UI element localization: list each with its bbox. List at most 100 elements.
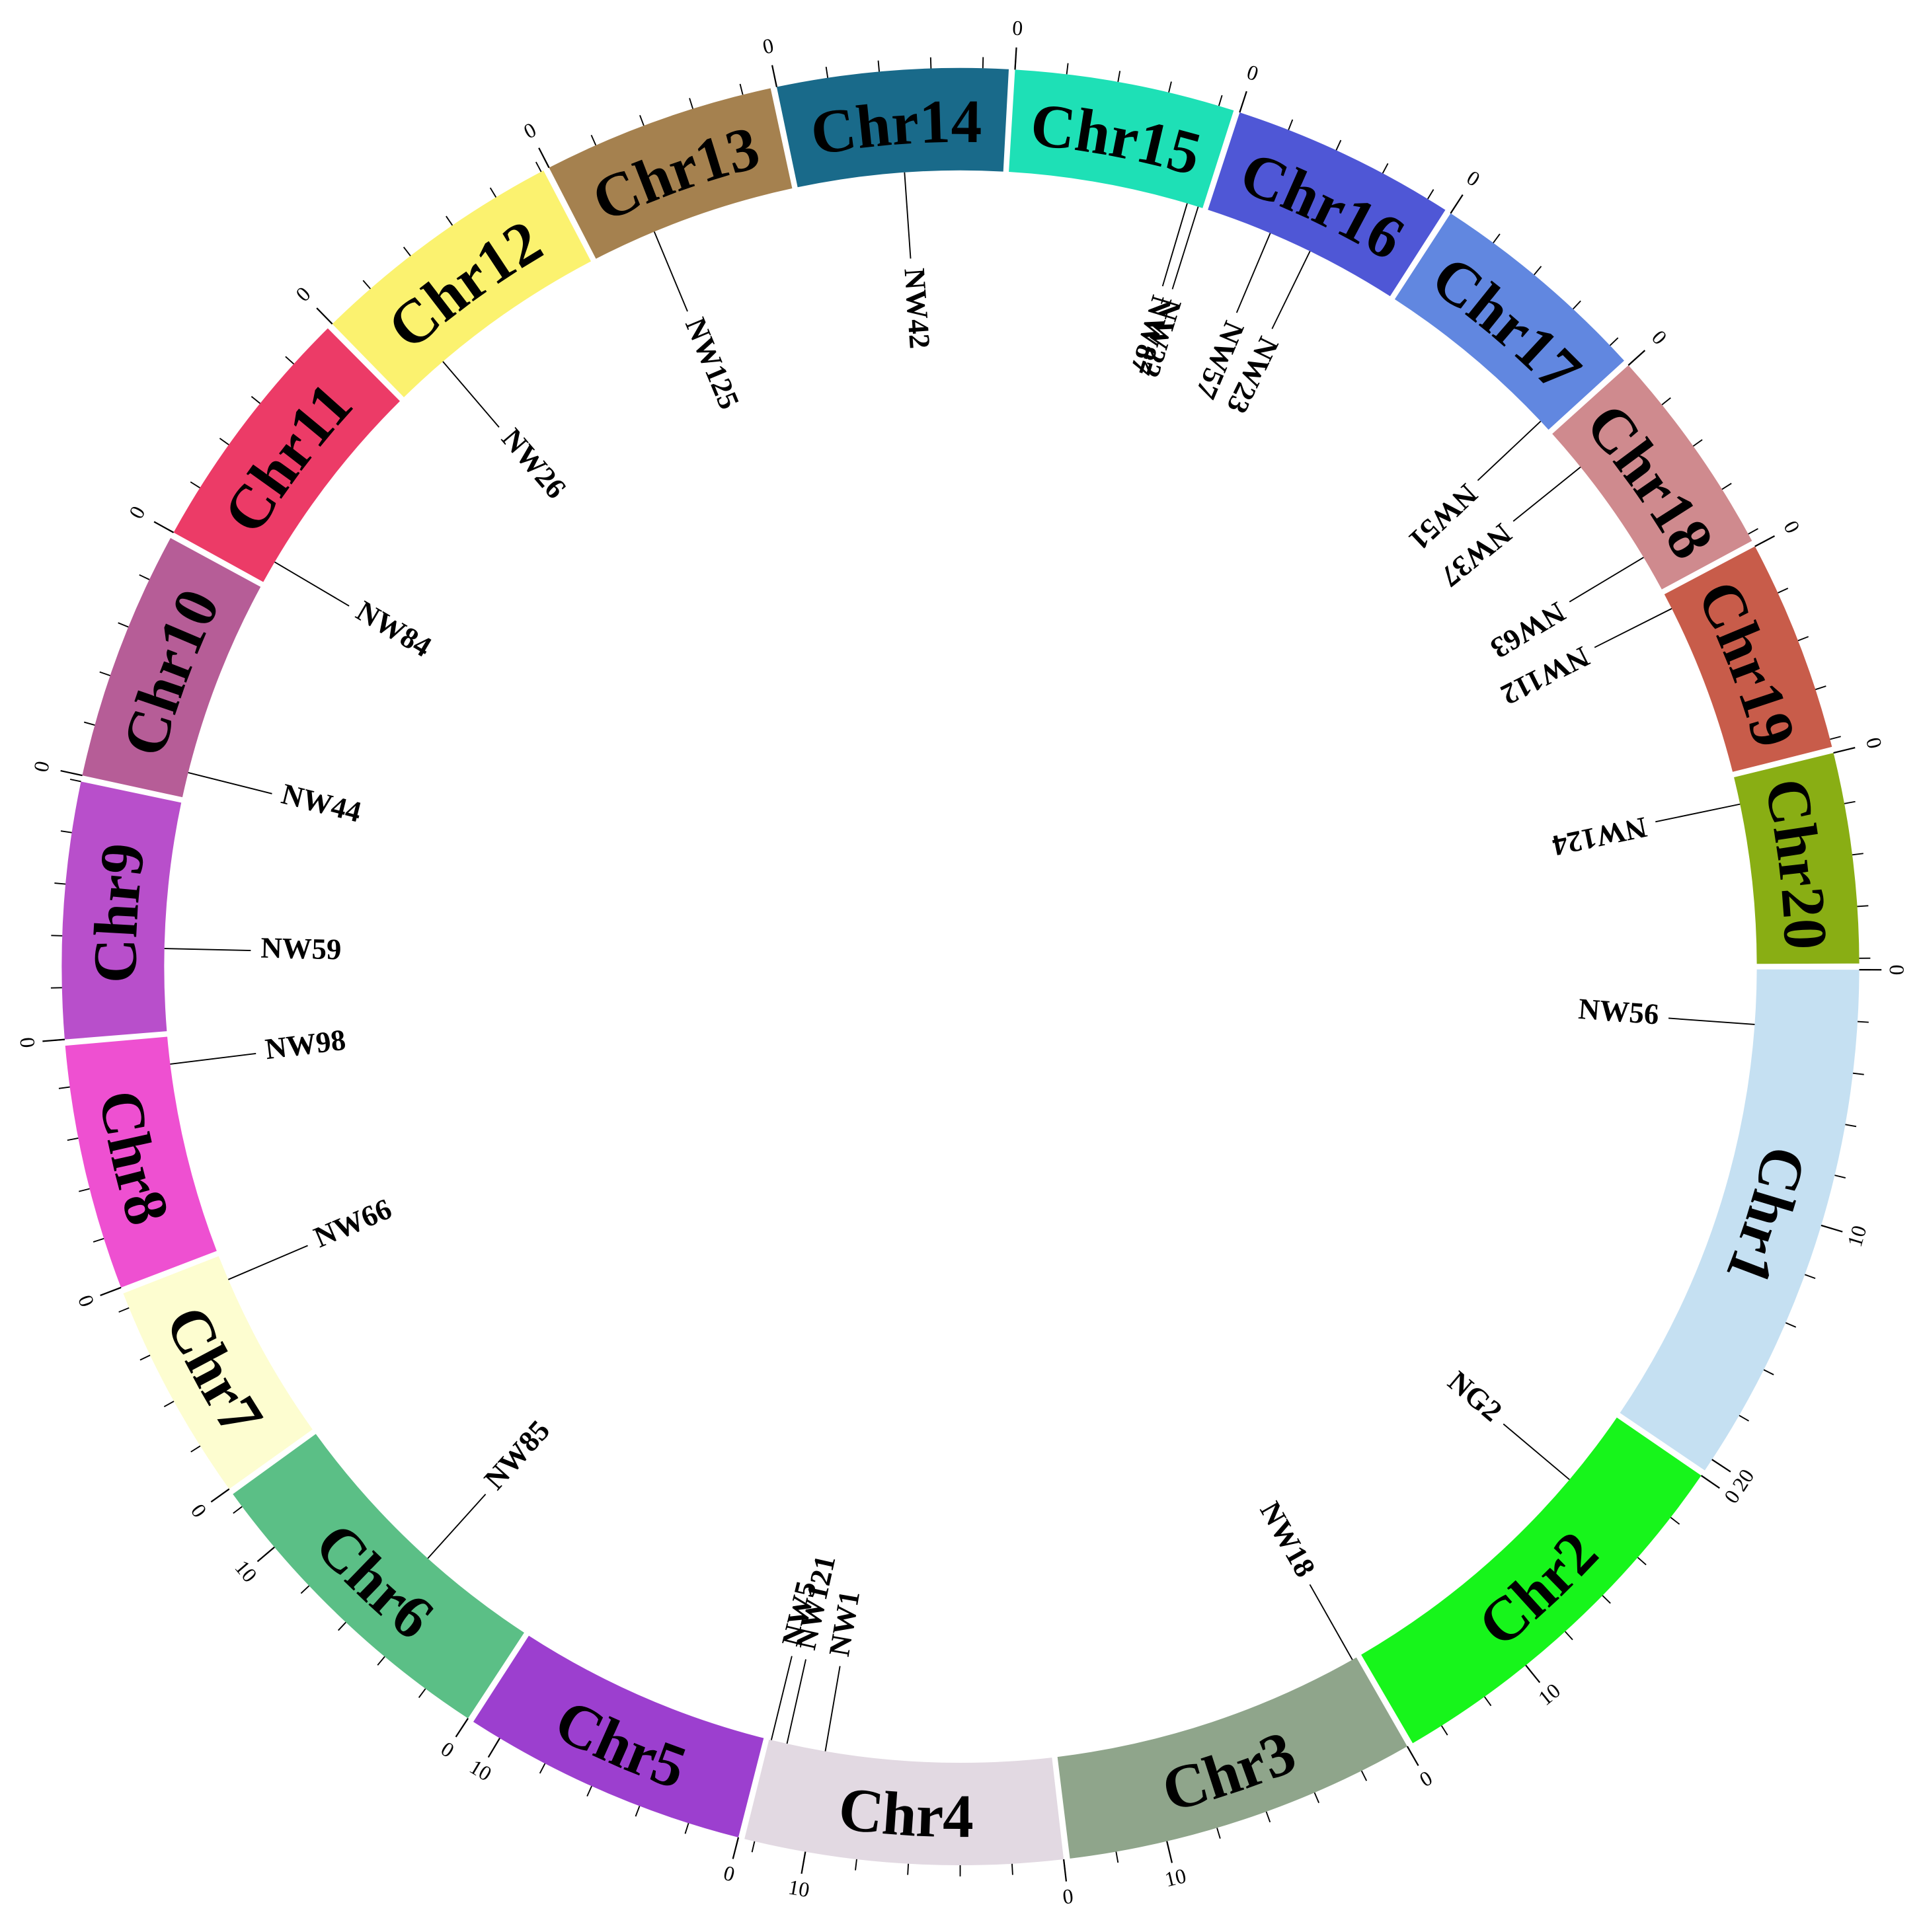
- minor-tick: [1360, 1770, 1368, 1781]
- minor-tick: [118, 622, 129, 628]
- minor-tick: [233, 1506, 243, 1514]
- minor-tick: [446, 215, 453, 226]
- chromosome-band: [473, 1635, 764, 1837]
- tick-label: 0: [1885, 964, 1908, 975]
- tick-label: 0: [1779, 517, 1804, 537]
- minor-tick: [1493, 233, 1501, 243]
- gene-connector: [188, 772, 272, 794]
- minor-tick: [1845, 1124, 1857, 1128]
- gene-label: NW59: [260, 931, 342, 966]
- gene-connector: [170, 1053, 256, 1065]
- minor-tick: [1670, 1517, 1680, 1525]
- chromosome-band: [1664, 546, 1832, 772]
- gene-label: NW84: [351, 594, 437, 664]
- chromosome-band: [1394, 213, 1624, 430]
- tick-label: 0: [520, 118, 540, 143]
- gene-connector: [274, 561, 350, 607]
- tick-mark: [455, 1718, 469, 1738]
- minor-tick: [877, 60, 880, 72]
- gene-connector: [442, 361, 500, 428]
- gene-label: NW18: [1253, 1496, 1322, 1582]
- minor-tick: [586, 1785, 592, 1797]
- chromosome-band: [123, 1256, 313, 1489]
- tick-label: 0: [124, 502, 149, 523]
- minor-tick: [539, 1763, 546, 1774]
- gene-connector: [1655, 803, 1741, 823]
- gene-label: NW125: [679, 313, 746, 414]
- minor-tick: [684, 1823, 689, 1834]
- minor-tick: [1739, 1414, 1749, 1422]
- minor-tick: [1763, 1369, 1774, 1375]
- tick-mark: [1821, 1224, 1843, 1233]
- gene-label: NW56: [1577, 992, 1660, 1031]
- chromosome-band: [1361, 1417, 1702, 1744]
- minor-tick: [93, 1238, 104, 1243]
- minor-tick: [1637, 1557, 1647, 1566]
- gene-connector: [1512, 466, 1581, 522]
- minor-tick: [139, 1354, 151, 1361]
- minor-tick: [489, 187, 497, 198]
- tick-mark: [487, 1738, 500, 1758]
- minor-tick: [1602, 1595, 1611, 1604]
- chromosome-band: [1552, 365, 1752, 590]
- gene-connector: [164, 948, 251, 951]
- minor-tick: [1564, 1631, 1573, 1641]
- minor-tick: [1168, 81, 1172, 93]
- chromosome-label: Chr14: [806, 88, 982, 169]
- gene-connector: [1668, 1017, 1755, 1025]
- tick-label: 0: [1862, 735, 1887, 751]
- chromosome-band: [65, 1036, 217, 1288]
- gene-connector: [824, 1666, 841, 1752]
- chromosome-label-path: Chr9: [81, 839, 158, 984]
- tick-mark: [256, 1546, 275, 1563]
- tick-mark: [1239, 91, 1247, 113]
- minor-tick: [635, 1806, 641, 1817]
- tick-label: 0: [1647, 326, 1672, 349]
- minor-tick: [739, 83, 744, 95]
- chromosome-band: [61, 781, 182, 1040]
- gene-label: NW44: [278, 777, 365, 829]
- minor-tick: [99, 671, 110, 676]
- gene-connector: [1503, 1423, 1570, 1481]
- gene-connector: [770, 1656, 793, 1740]
- minor-tick: [1573, 300, 1581, 310]
- minor-tick: [1834, 1175, 1846, 1179]
- minor-tick: [54, 882, 66, 885]
- tick-mark: [316, 307, 333, 325]
- tick-mark: [1627, 350, 1646, 366]
- minor-tick: [338, 1621, 346, 1631]
- minor-tick: [1265, 1811, 1271, 1823]
- tick-mark: [153, 521, 175, 533]
- minor-tick: [1858, 1021, 1869, 1023]
- minor-tick: [139, 574, 150, 580]
- chromosome-band: [82, 537, 261, 798]
- minor-tick: [1440, 1725, 1448, 1736]
- tick-mark: [1754, 535, 1776, 547]
- minor-tick: [300, 1585, 310, 1594]
- minor-tick: [1427, 189, 1434, 200]
- chromosome-label: Chr9: [81, 839, 158, 984]
- minor-tick: [219, 438, 229, 445]
- tick-mark: [60, 769, 83, 777]
- tick-label: 10: [230, 1556, 261, 1587]
- minor-tick: [1778, 588, 1789, 594]
- minor-tick: [1117, 71, 1121, 83]
- chromosome-band: [1620, 969, 1860, 1471]
- tick-label: 0: [721, 1861, 737, 1886]
- minor-tick: [1785, 1322, 1797, 1328]
- tick-mark: [1406, 1746, 1419, 1766]
- chromosome-band: [1208, 112, 1446, 297]
- chromosome-band: [1009, 69, 1234, 208]
- chromosome-band: [776, 67, 1009, 188]
- tick-mark: [732, 1837, 740, 1859]
- minor-tick: [1216, 1828, 1221, 1839]
- gene-label: NG2: [1442, 1364, 1509, 1428]
- minor-tick: [639, 114, 645, 126]
- chromosome-band: [332, 171, 592, 397]
- minor-tick: [855, 1859, 857, 1871]
- gene-label: NW85: [478, 1414, 557, 1496]
- minor-tick: [51, 935, 63, 937]
- minor-tick: [163, 1401, 175, 1408]
- tick-label: 0: [73, 1292, 98, 1310]
- minor-tick: [1382, 163, 1389, 174]
